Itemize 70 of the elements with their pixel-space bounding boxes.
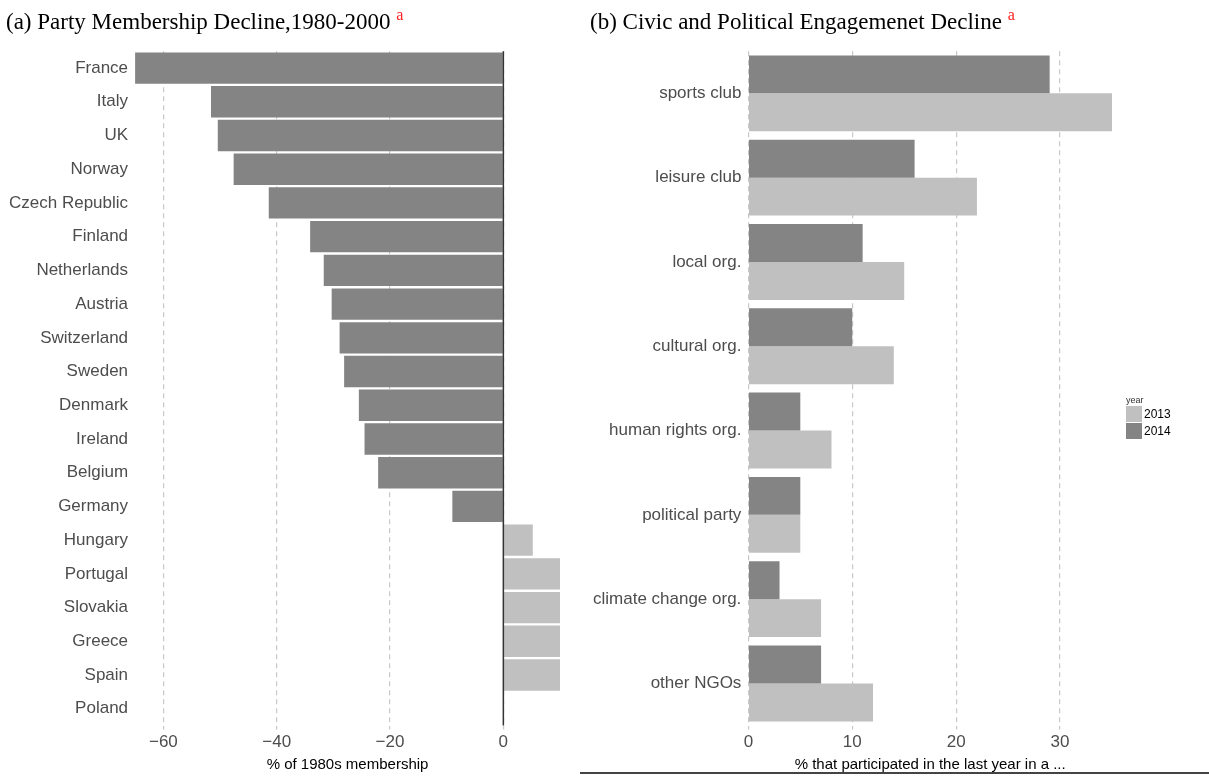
y-tick-label: cultural org. <box>652 335 742 355</box>
bar <box>748 561 780 600</box>
x-tick-label: −60 <box>148 732 178 752</box>
x-tick-label: 30 <box>1050 732 1070 752</box>
y-tick-label: Switzerland <box>40 327 129 347</box>
bar <box>503 659 560 691</box>
y-tick-label: Spain <box>84 664 129 684</box>
chart-title: (a) Party Membership Decline,1980-2000 $^{a}$ <box>6 6 404 35</box>
y-tick-label: Hungary <box>63 529 129 549</box>
legend-label: 2014 <box>1144 423 1171 438</box>
y-tick-label: leisure club <box>655 167 742 187</box>
y-tick-label: Germany <box>58 496 129 516</box>
y-tick-label: Greece <box>72 630 129 650</box>
y-tick-label: climate change org. <box>592 588 742 608</box>
bar <box>748 139 915 178</box>
bar <box>503 625 560 657</box>
y-tick-label: Denmark <box>59 394 129 414</box>
bar <box>339 322 503 354</box>
y-tick-label: Austria <box>75 293 129 313</box>
bar <box>378 457 503 489</box>
y-tick-label: sports club <box>659 83 742 103</box>
y-tick-label: Slovakia <box>63 597 129 617</box>
x-tick-label: 0 <box>498 732 509 752</box>
bar <box>748 392 801 431</box>
bar <box>268 187 503 219</box>
x-tick-label: 20 <box>946 732 966 752</box>
x-tick-label: 10 <box>842 732 862 752</box>
bar <box>452 490 503 523</box>
bar <box>503 591 560 624</box>
y-tick-label: Netherlands <box>36 260 129 280</box>
y-tick-label: Italy <box>96 91 129 111</box>
x-tick-label: −20 <box>375 732 405 752</box>
bar <box>748 55 1050 94</box>
bar <box>217 119 503 152</box>
bar <box>748 645 822 684</box>
bar <box>748 476 801 515</box>
x-tick-label: −40 <box>262 732 292 752</box>
x-axis-title: % of 1980s membership <box>266 755 429 773</box>
y-tick-label: other NGOs <box>650 673 742 693</box>
y-tick-label: Belgium <box>66 462 129 482</box>
bar <box>135 52 503 84</box>
legend-label: 2013 <box>1144 406 1171 421</box>
y-tick-label: Czech Republic <box>9 192 129 212</box>
bar <box>364 423 503 455</box>
y-tick-label: political party <box>642 504 742 524</box>
chart-title: (b) Civic and Political Engagemenet Decline $^{a}$ <box>590 6 1015 35</box>
bar <box>344 355 503 388</box>
y-tick-label: local org. <box>672 251 742 271</box>
bar <box>323 254 503 287</box>
bar <box>310 220 503 253</box>
bar <box>503 558 560 590</box>
y-tick-label: Sweden <box>66 361 129 381</box>
legend-title: year <box>1126 395 1145 405</box>
x-axis-title: % that participated in the last year in a ... <box>794 755 1066 773</box>
bar <box>503 524 533 556</box>
y-tick-label: France <box>75 57 129 77</box>
y-tick-label: human rights org. <box>609 420 742 440</box>
x-tick-label: 0 <box>743 732 754 752</box>
y-tick-label: Portugal <box>64 563 129 583</box>
y-tick-label: UK <box>104 125 129 145</box>
bar <box>748 308 853 347</box>
y-tick-label: Ireland <box>76 428 129 448</box>
y-tick-label: Norway <box>70 158 129 178</box>
y-tick-label: Finland <box>72 226 129 246</box>
bar <box>210 86 503 118</box>
bar <box>233 153 503 185</box>
bar <box>331 288 503 320</box>
y-tick-label: Poland <box>75 698 129 718</box>
bar <box>748 224 863 262</box>
bar <box>358 389 503 421</box>
